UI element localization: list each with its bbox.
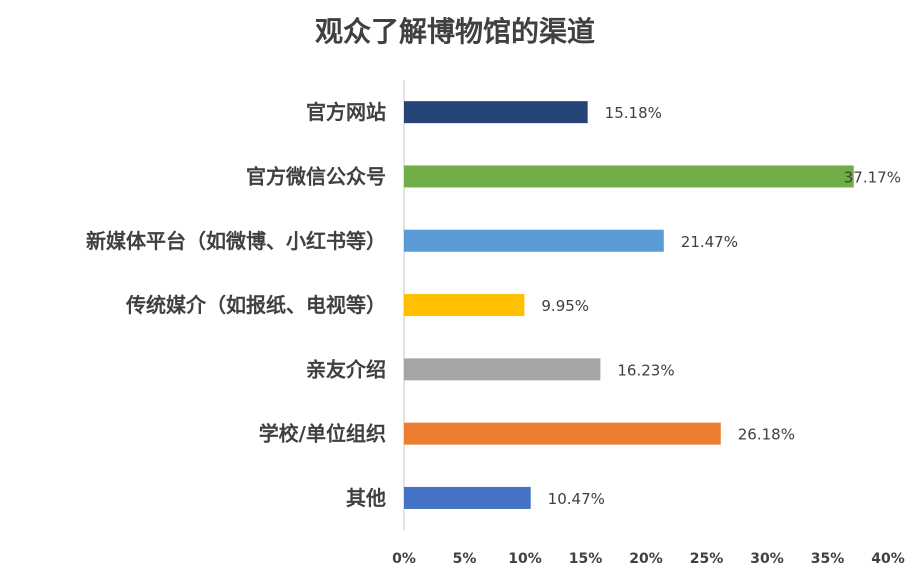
x-tick-labels-group: 0% 5% 10% 15% 20% 25% 30% 35% 40% <box>392 551 905 567</box>
category-label-4: 亲友介绍 <box>306 357 386 381</box>
value-label-1: 37.17% <box>844 168 901 186</box>
category-label-0: 官方网站 <box>306 100 386 124</box>
x-tick-label-5: 25% <box>690 551 724 567</box>
category-label-2: 新媒体平台（如微博、小红书等） <box>86 229 386 253</box>
category-label-1: 官方微信公众号 <box>246 164 386 188</box>
value-label-2: 21.47% <box>681 233 738 251</box>
x-tick-label-6: 30% <box>750 551 784 567</box>
x-tick-label-2: 10% <box>508 551 542 567</box>
bar-2 <box>404 229 664 252</box>
bar-6 <box>404 486 531 509</box>
bar-5 <box>404 422 721 445</box>
bar-3 <box>404 294 525 317</box>
x-tick-label-4: 20% <box>629 551 663 567</box>
value-label-3: 9.95% <box>541 297 589 315</box>
bar-4 <box>404 358 601 381</box>
bar-0 <box>404 101 588 124</box>
category-label-3: 传统媒介（如报纸、电视等） <box>125 293 386 317</box>
bars-group <box>404 101 854 509</box>
x-tick-label-1: 5% <box>453 551 477 567</box>
category-label-6: 其他 <box>346 486 386 510</box>
x-tick-label-3: 15% <box>569 551 603 567</box>
value-label-4: 16.23% <box>617 361 674 379</box>
value-labels-group: 15.18% 37.17% 21.47% 9.95% 16.23% 26.18% 10.47… <box>541 104 901 508</box>
x-tick-label-7: 35% <box>811 551 845 567</box>
value-label-6: 10.47% <box>548 490 605 508</box>
x-tick-label-0: 0% <box>392 551 416 567</box>
value-label-0: 15.18% <box>605 104 662 122</box>
category-label-5: 学校/单位组织 <box>259 422 386 446</box>
chart-title: 观众了解博物馆的渠道 <box>315 15 595 48</box>
x-tick-label-8: 40% <box>871 551 905 567</box>
bar-1 <box>404 165 854 188</box>
value-label-5: 26.18% <box>738 426 795 444</box>
